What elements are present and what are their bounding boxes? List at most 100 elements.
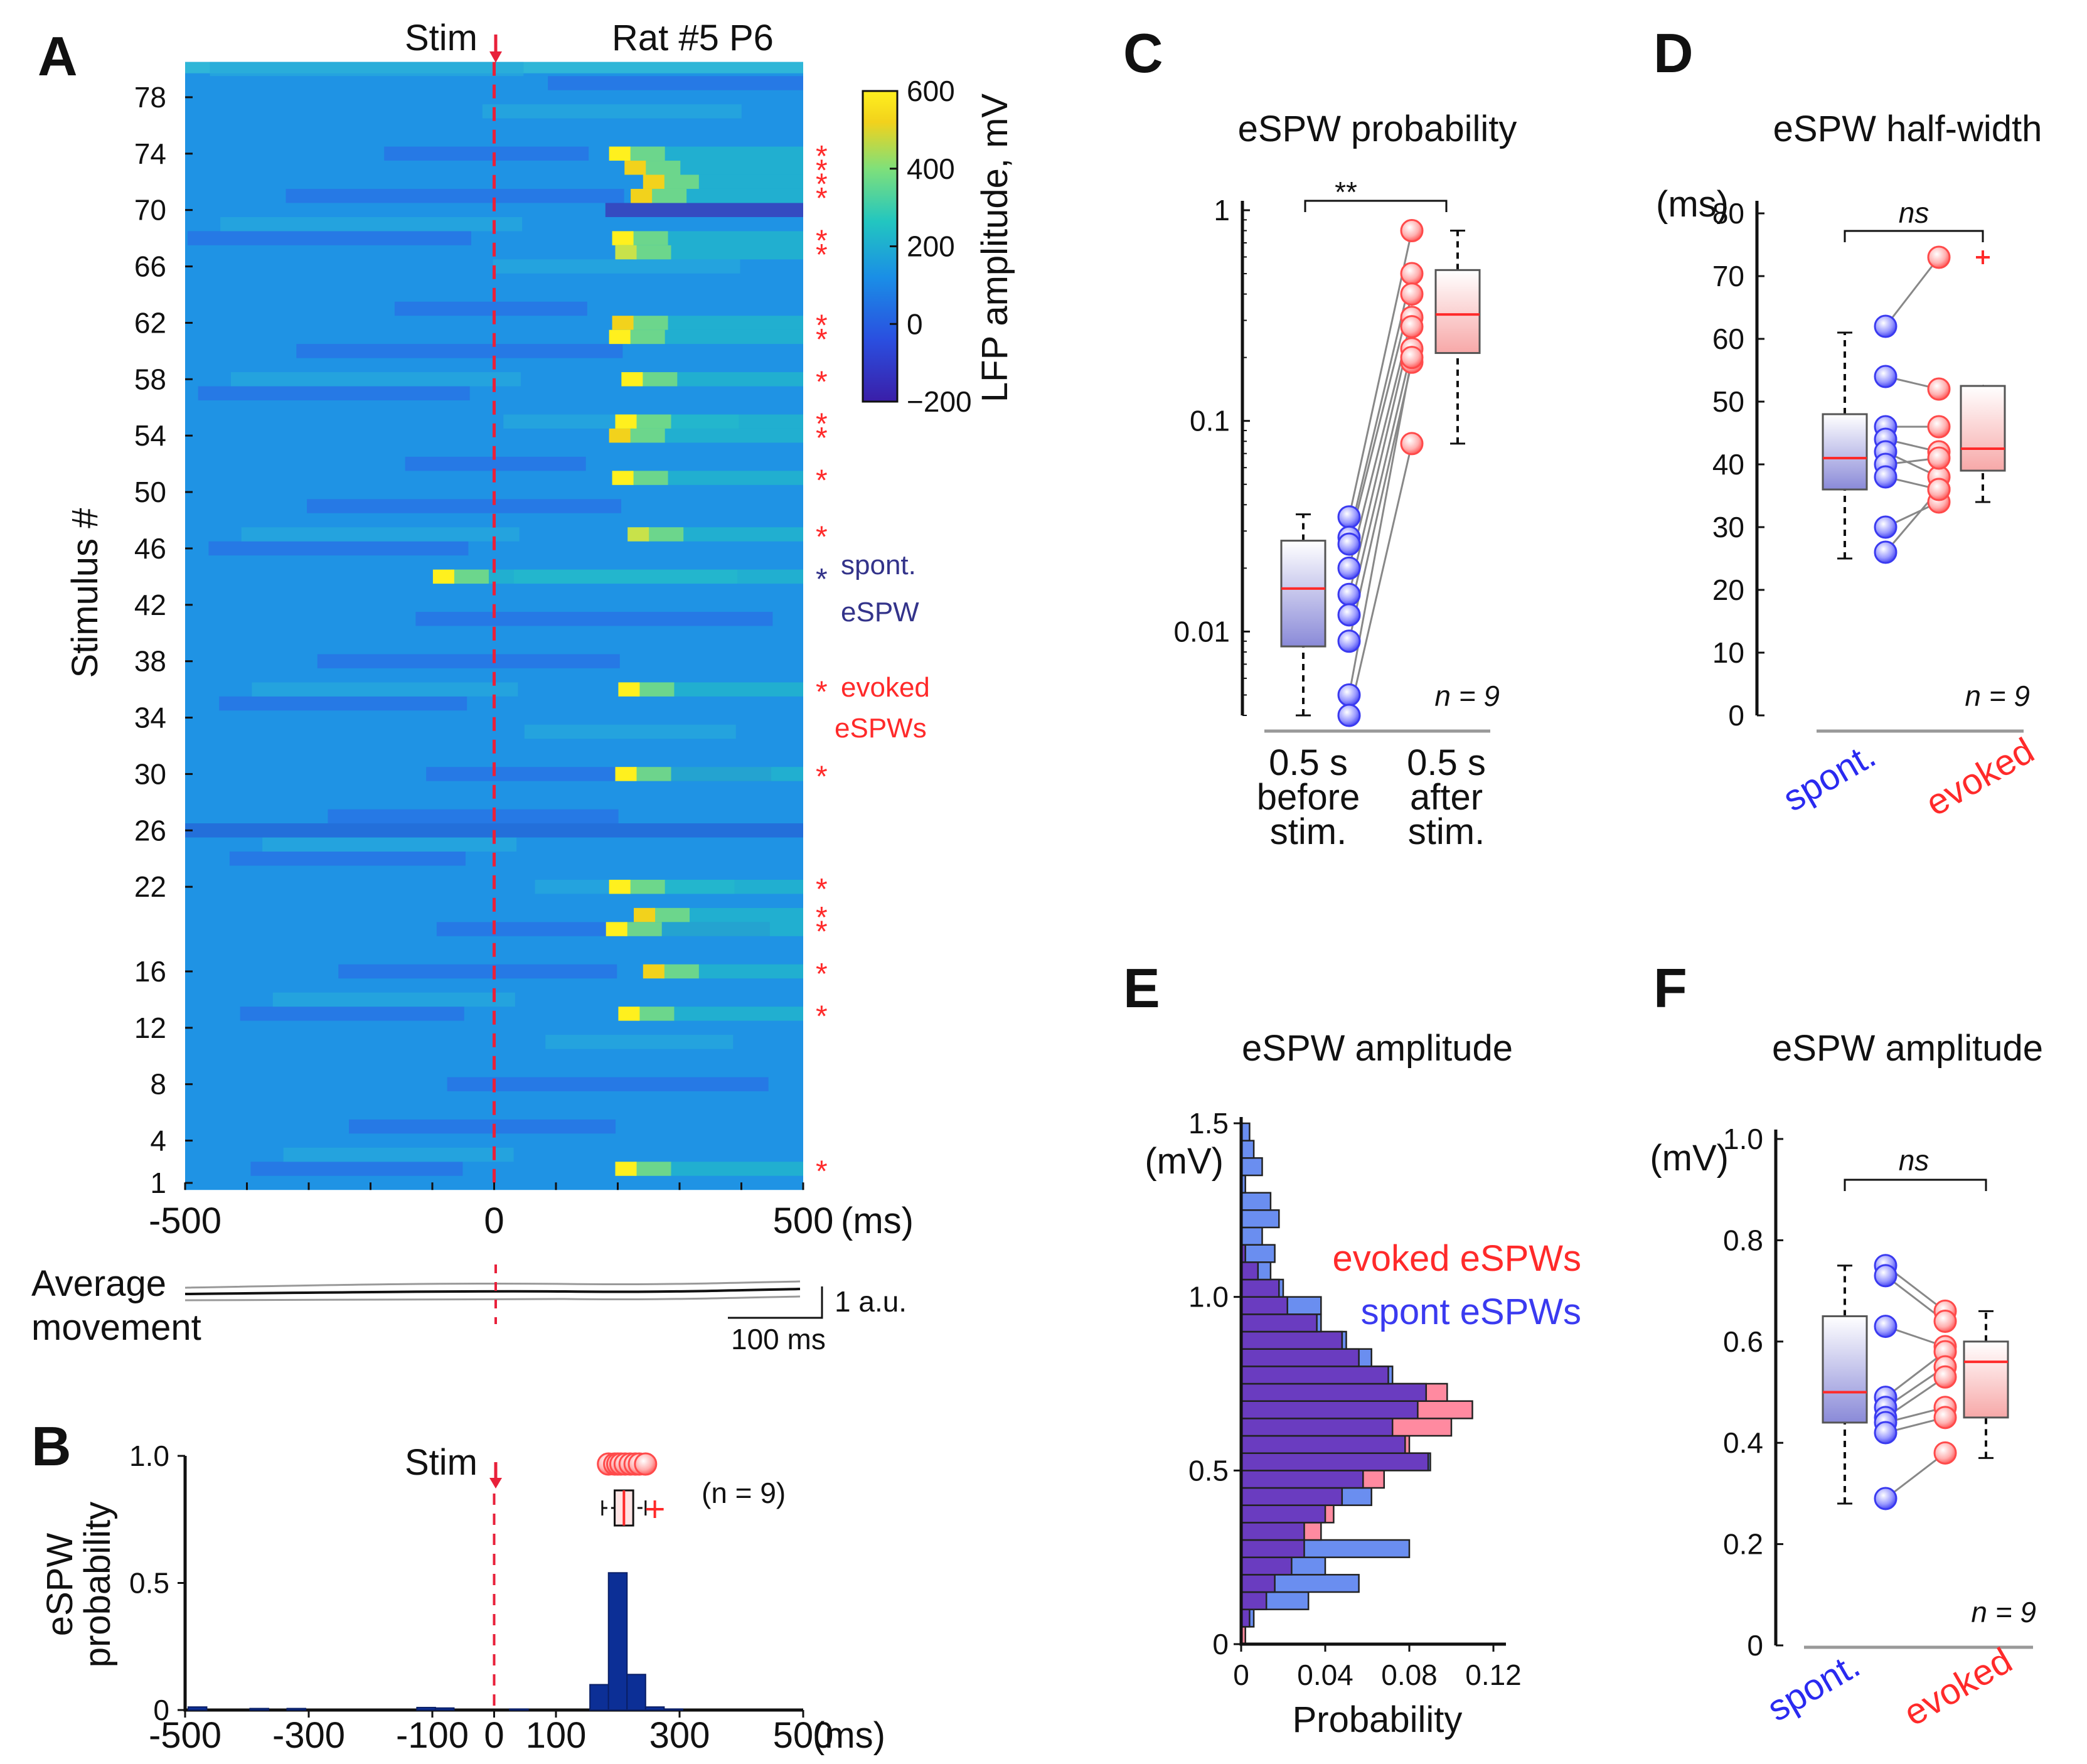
heatmap-y-tick: 58 bbox=[134, 363, 166, 395]
heatmap-row-variation bbox=[349, 1119, 616, 1134]
e-x-tick: 0.12 bbox=[1465, 1659, 1522, 1691]
heatmap-event-halo bbox=[636, 1007, 675, 1021]
e-y-tick: 1.5 bbox=[1188, 1107, 1229, 1140]
dPlot-box bbox=[1822, 413, 1868, 491]
b-stim-label: Stim bbox=[405, 1442, 478, 1483]
colorbar-tick: 200 bbox=[907, 230, 955, 263]
heatmap-y-tick: 1 bbox=[150, 1167, 166, 1199]
e-bar-overlap bbox=[1240, 1366, 1389, 1385]
heatmap-event bbox=[631, 188, 653, 203]
dPlot-y-tick: 10 bbox=[1712, 636, 1744, 669]
b-n-label: (n = 9) bbox=[702, 1477, 786, 1509]
cPlot-spont-dot bbox=[1337, 556, 1361, 580]
fPlot-y-tick: 0.2 bbox=[1723, 1528, 1763, 1561]
b-y-tick: 0.5 bbox=[129, 1567, 169, 1600]
heatmap-event bbox=[618, 1007, 640, 1021]
b-x-unit: (ms) bbox=[813, 1715, 885, 1756]
heatmap-y-tick: 26 bbox=[134, 814, 166, 847]
heatmap-row-variation bbox=[328, 809, 619, 824]
heatmap-x-tick: 500 bbox=[773, 1200, 834, 1241]
heatmap-event-halo bbox=[630, 316, 668, 330]
heatmap-event-halo bbox=[661, 174, 699, 189]
panel-e: E eSPW amplitude (mV) 1.5 1.0 0.5 00 0.04 0.0… bbox=[1123, 957, 1581, 1740]
heatmap-event-halo bbox=[649, 188, 687, 203]
heatmap-event-halo bbox=[627, 428, 665, 443]
cPlot-box bbox=[1280, 540, 1326, 648]
heatmap-y-tick: 50 bbox=[134, 476, 166, 508]
rat-label: Rat #5 P6 bbox=[612, 18, 774, 58]
b-box-outlier bbox=[646, 1500, 664, 1518]
e-bar-overlap bbox=[1240, 1470, 1364, 1489]
cPlot-spont-dot bbox=[1337, 582, 1361, 606]
heatmap-event-halo bbox=[630, 471, 668, 485]
heatmap-row-variation bbox=[548, 76, 803, 90]
dPlot-y-tick: 0 bbox=[1728, 699, 1744, 732]
panel-d: D eSPW half-width (ms) 80 70 60 50 40 30 20 10 0… bbox=[1653, 22, 2042, 824]
evoked-star: * bbox=[816, 916, 828, 949]
c-n-label: n = 9 bbox=[1434, 680, 1500, 712]
heatmap-event bbox=[606, 922, 627, 936]
heatmap-event-halo bbox=[630, 231, 668, 245]
e-bar-overlap bbox=[1240, 1556, 1293, 1576]
dPlot-evoked-dot bbox=[1927, 446, 1951, 470]
fPlot-y-tick: 0 bbox=[1747, 1629, 1763, 1662]
heatmap-y-tick: 42 bbox=[134, 589, 166, 621]
cPlot-evoked-dot bbox=[1400, 219, 1424, 243]
evoked-star: * bbox=[816, 140, 828, 173]
heatmap-event-halo bbox=[633, 414, 671, 429]
e-bar-overlap bbox=[1240, 1400, 1419, 1419]
b-x-tick: -300 bbox=[272, 1715, 345, 1756]
heatmap-event bbox=[612, 316, 634, 330]
e-bar-spont bbox=[1240, 1244, 1276, 1263]
dPlot-spont-dot bbox=[1874, 365, 1898, 388]
heatmap-event bbox=[618, 682, 640, 697]
heatmap-row-variation bbox=[482, 104, 742, 119]
heatmap-event bbox=[615, 1162, 637, 1176]
dPlot-spont-dot bbox=[1874, 465, 1898, 489]
heatmap-event-halo bbox=[451, 569, 489, 584]
heatmap-row-variation bbox=[272, 992, 515, 1007]
b-latency-circle bbox=[634, 1452, 658, 1476]
fPlot-evoked-dot bbox=[1933, 1441, 1957, 1465]
heatmap-event-halo bbox=[639, 372, 678, 387]
heatmap-y-tick: 46 bbox=[134, 532, 166, 565]
e-x-tick: 0.04 bbox=[1297, 1659, 1353, 1691]
e-bar-spont bbox=[1240, 1157, 1263, 1177]
evoked-star: * bbox=[816, 676, 828, 709]
heatmap-event-halo bbox=[661, 964, 699, 979]
heatmap-event-halo bbox=[633, 1162, 671, 1176]
cPlot-spont-dot bbox=[1337, 703, 1361, 727]
cPlot-spont-dot bbox=[1337, 603, 1361, 627]
heatmap-row-variation bbox=[307, 499, 622, 513]
dPlot-y-tick: 20 bbox=[1712, 574, 1744, 606]
heatmap-y-tick: 62 bbox=[134, 306, 166, 339]
b-x-tick: 500 bbox=[773, 1715, 834, 1756]
e-bar-spont bbox=[1240, 1192, 1272, 1211]
fPlot-y-tick: 0.4 bbox=[1723, 1426, 1763, 1459]
d-unit: (ms) bbox=[1656, 184, 1729, 225]
b-bar bbox=[607, 1572, 628, 1711]
heatmap-y-ticks: 78 74 70 66 62 58 54 50 46 42 38 34 30 26 22 16 12 8 4 1 bbox=[134, 81, 193, 1199]
heatmap-row-variation bbox=[252, 682, 518, 697]
heatmap-row-variation bbox=[447, 1077, 769, 1091]
b-stim-arrow-head bbox=[489, 1478, 502, 1489]
cPlot-pair-line bbox=[1348, 294, 1413, 545]
heatmap-row-variation bbox=[338, 964, 617, 979]
cPlot-spont-dot bbox=[1337, 629, 1361, 653]
heatmap-row-variation bbox=[230, 372, 521, 387]
e-x-tick: 0.08 bbox=[1381, 1659, 1438, 1691]
cPlot-bracket bbox=[1304, 200, 1448, 212]
movement-trace-lower bbox=[184, 1295, 801, 1302]
cPlot-spont-dot bbox=[1337, 505, 1361, 529]
e-y-tick: 0.5 bbox=[1188, 1454, 1229, 1487]
c-plot: 1 0.1 0.01 bbox=[1173, 194, 1490, 733]
evoked-star: * bbox=[816, 873, 828, 906]
cPlot-evoked-dot bbox=[1400, 315, 1424, 339]
heatmap-event bbox=[615, 767, 637, 781]
heatmap-event bbox=[615, 414, 637, 429]
cPlot-evoked-dot bbox=[1400, 282, 1424, 306]
evoked-label-1: evoked bbox=[841, 672, 930, 703]
heatmap-y-tick: 4 bbox=[150, 1125, 166, 1157]
heatmap-x-ticks: -500 0 500 bbox=[149, 1182, 833, 1241]
